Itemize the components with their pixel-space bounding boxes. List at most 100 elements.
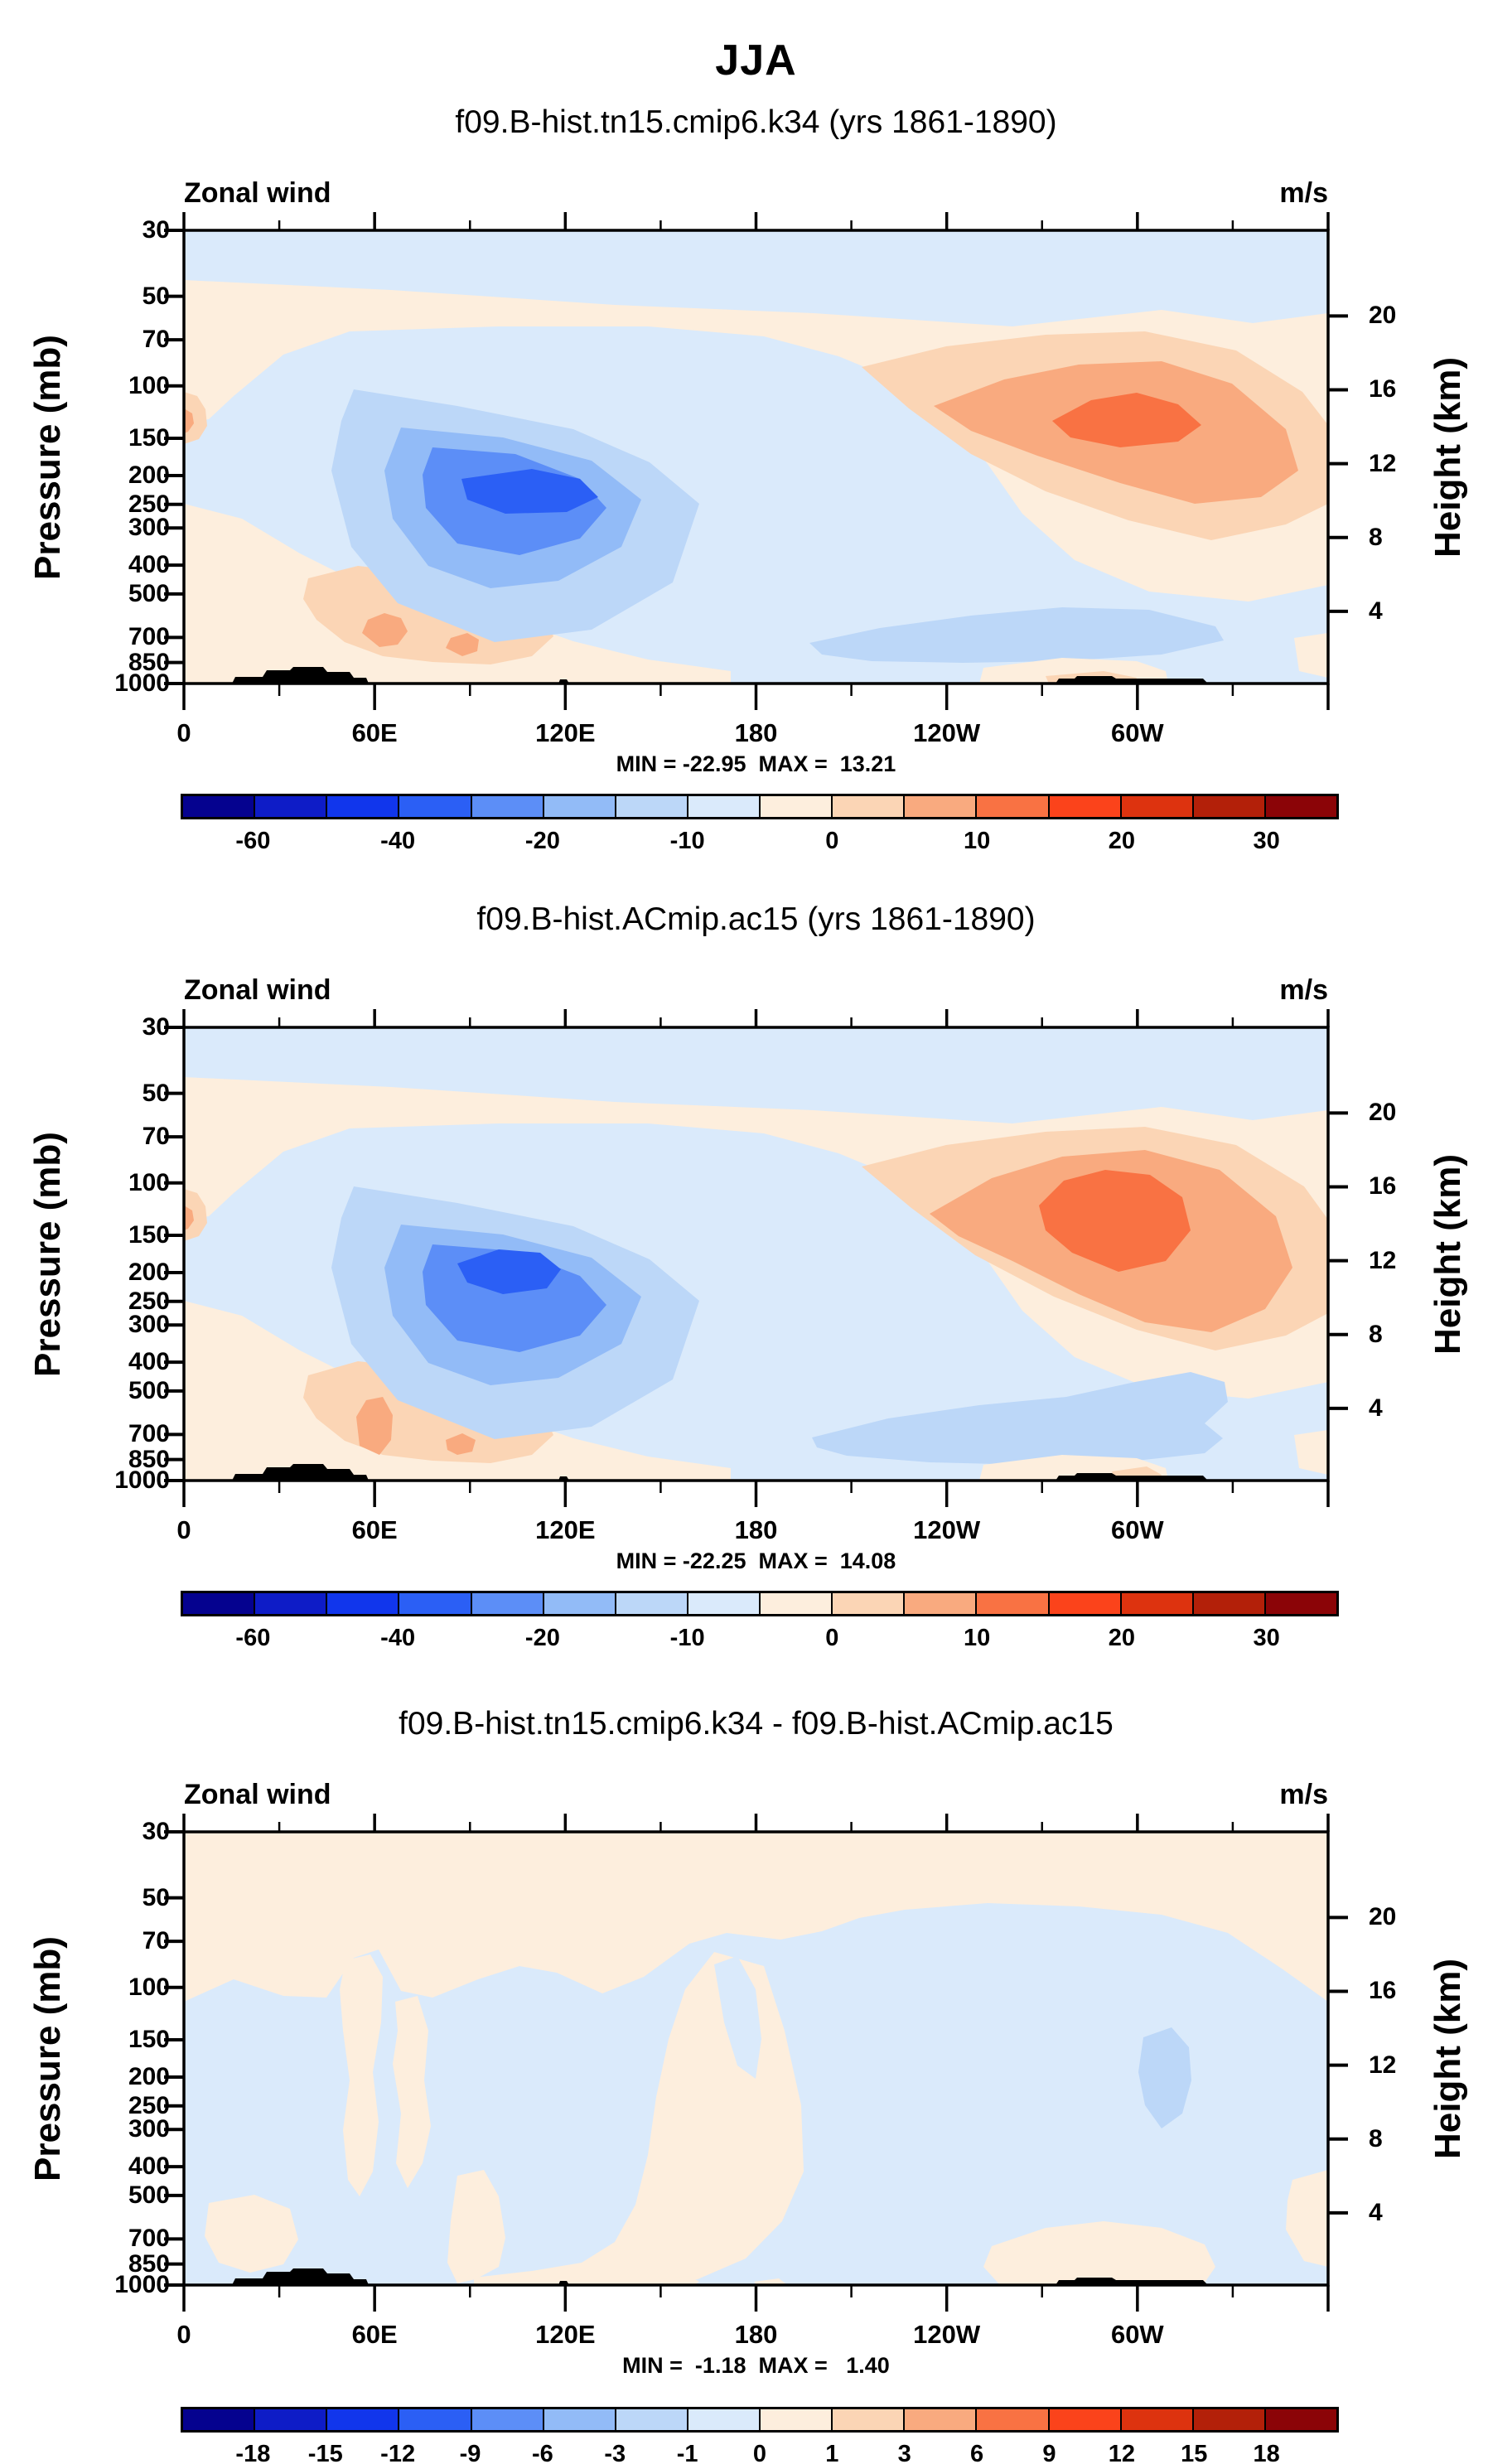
- pressure-tick-label: 100: [128, 1168, 170, 1196]
- contour-fill: [1039, 1170, 1191, 1272]
- pressure-tick-label: 30: [142, 1818, 170, 1845]
- pressure-tick-label: 150: [128, 2026, 170, 2054]
- colorbar-cell: [975, 2409, 1048, 2430]
- longitude-tick-label: 60W: [1110, 718, 1164, 747]
- colorbar-cell: [1119, 796, 1192, 817]
- colorbar-tick-label: -3: [604, 2441, 626, 2464]
- colorbar-cell: [398, 2409, 471, 2430]
- panel-subtitle: f09.B-hist.tn15.cmip6.k34 (yrs 1861-1890…: [455, 104, 1057, 140]
- colorbar-cell: [542, 796, 615, 817]
- colorbar-tick-label: 18: [1253, 2441, 1280, 2464]
- colorbar-cell: [542, 2409, 615, 2430]
- colorbar-cell: [1263, 1593, 1336, 1614]
- pressure-tick-label: 70: [142, 326, 170, 354]
- pressure-tick-label: 400: [128, 1348, 170, 1376]
- longitude-tick-label: 120W: [913, 2320, 981, 2349]
- contour-fill: [528, 2271, 565, 2285]
- colorbar-tick-label: -1: [676, 2441, 698, 2464]
- pressure-tick-label: 100: [128, 1973, 170, 2001]
- topography-silhouette: [232, 1464, 369, 1481]
- height-tick-label: 4: [1369, 1394, 1383, 1422]
- longitude-tick-label: 180: [734, 718, 778, 747]
- colorbar-cell: [398, 796, 471, 817]
- colorbar-cell: [686, 1593, 759, 1614]
- colorbar-tick-label: 0: [825, 1625, 839, 1651]
- colorbar-cell: [1047, 1593, 1120, 1614]
- pressure-tick-label: 200: [128, 461, 170, 489]
- contour-fill: [474, 1952, 804, 2285]
- colorbar-tick-label: 20: [1108, 828, 1135, 854]
- y-axis-label-pressure: Pressure (mb): [27, 1131, 68, 1377]
- topography-silhouette: [1056, 1473, 1208, 1481]
- height-tick-label: 8: [1369, 523, 1383, 551]
- colorbar-tick-label: -15: [307, 2441, 343, 2464]
- contour-fill: [340, 1954, 383, 2196]
- colorbar-cell: [470, 1593, 543, 1614]
- contour-fill: [457, 1249, 561, 1294]
- height-tick-label: 4: [1369, 597, 1383, 625]
- colorbar-tick-label: 15: [1181, 2441, 1208, 2464]
- height-tick-label: 12: [1369, 2051, 1397, 2079]
- field-label: Zonal wind: [184, 1779, 331, 1810]
- contour-fill: [461, 469, 598, 514]
- colorbar-tick-label: -40: [380, 828, 416, 854]
- pressure-tick-label: 50: [142, 1079, 170, 1107]
- contour-fill: [1294, 633, 1328, 678]
- height-tick-label: 20: [1369, 1099, 1397, 1127]
- colorbar-tick-label: -20: [524, 1625, 560, 1651]
- pressure-tick-label: 500: [128, 2181, 170, 2209]
- longitude-tick-label: 120W: [913, 1515, 981, 1544]
- colorbar-tick-label: -60: [235, 1625, 271, 1651]
- pressure-tick-label: 850: [128, 648, 170, 676]
- longitude-tick-label: 180: [734, 1515, 778, 1544]
- longitude-tick-label: 60W: [1110, 2320, 1164, 2349]
- height-tick-label: 4: [1369, 2198, 1383, 2226]
- pressure-tick-label: 100: [128, 371, 170, 399]
- colorbar-tick-label: 12: [1108, 2441, 1135, 2464]
- pressure-tick-label: 150: [128, 1221, 170, 1249]
- colorbar-cell: [254, 2409, 326, 2430]
- colorbar-cell: [1047, 2409, 1120, 2430]
- pressure-tick-label: 250: [128, 1287, 170, 1315]
- contour-fill: [205, 2195, 298, 2273]
- colorbar-cell: [254, 1593, 326, 1614]
- colorbar-tick-label: -9: [459, 2441, 481, 2464]
- pressure-tick-label: 700: [128, 1420, 170, 1448]
- min-max-label: MIN = -1.18 MAX = 1.40: [622, 2353, 890, 2378]
- contour-fill: [184, 1301, 731, 1481]
- min-max-label: MIN = -22.25 MAX = 14.08: [616, 1548, 896, 1573]
- contour-fill: [184, 408, 194, 433]
- longitude-tick-label: 60E: [351, 718, 398, 747]
- plot-frame: [182, 229, 1330, 685]
- contour-fill: [1052, 393, 1201, 447]
- colorbar-cell: [831, 2409, 904, 2430]
- colorbar-cell: [326, 796, 399, 817]
- colorbar-cell: [903, 796, 976, 817]
- height-tick-label: 8: [1369, 1320, 1383, 1348]
- colorbar: [181, 794, 1339, 819]
- panel-subtitle: f09.B-hist.tn15.cmip6.k34 - f09.B-hist.A…: [399, 1706, 1114, 1742]
- contour-fill: [809, 607, 1224, 663]
- colorbar-cell: [686, 2409, 759, 2430]
- height-tick-label: 20: [1369, 1903, 1397, 1931]
- colorbar-cell: [759, 1593, 832, 1614]
- y-axis-label-height: Height (km): [1428, 356, 1468, 558]
- contour-fill: [754, 2278, 785, 2285]
- colorbar-cell: [254, 796, 326, 817]
- topography-silhouette: [1056, 676, 1208, 684]
- contour-fill: [1286, 2170, 1328, 2267]
- pressure-tick-label: 500: [128, 1376, 170, 1404]
- longitude-tick-label: 0: [176, 718, 191, 747]
- colorbar-cell: [183, 1593, 254, 1614]
- pressure-tick-label: 400: [128, 2152, 170, 2181]
- units-label: m/s: [1279, 1779, 1328, 1810]
- pressure-tick-label: 1000: [114, 1466, 170, 1494]
- colorbar-cell: [1263, 796, 1336, 817]
- pressure-tick-label: 300: [128, 2115, 170, 2143]
- colorbar-cell: [398, 1593, 471, 1614]
- contour-fill: [362, 613, 408, 647]
- topography-silhouette: [1056, 2278, 1208, 2285]
- contour-fill: [356, 1397, 393, 1455]
- pressure-tick-label: 30: [142, 216, 170, 244]
